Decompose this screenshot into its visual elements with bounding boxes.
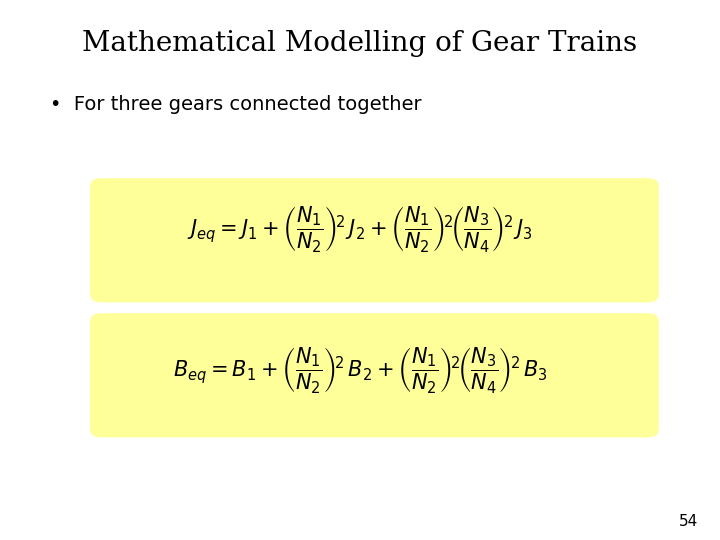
Text: $B_{eq} = B_1 + \left(\dfrac{N_1}{N_2}\right)^{\!2}\, B_2 + \left(\dfrac{N_1}{N_: $B_{eq} = B_1 + \left(\dfrac{N_1}{N_2}\r… <box>173 345 547 395</box>
FancyBboxPatch shape <box>90 313 659 437</box>
Text: Mathematical Modelling of Gear Trains: Mathematical Modelling of Gear Trains <box>82 30 638 57</box>
Text: $J_{eq} = J_1 + \left(\dfrac{N_1}{N_2}\right)^{\!2}\, J_2 + \left(\dfrac{N_1}{N_: $J_{eq} = J_1 + \left(\dfrac{N_1}{N_2}\r… <box>187 205 533 254</box>
Text: 54: 54 <box>679 514 698 529</box>
FancyBboxPatch shape <box>90 178 659 302</box>
Text: •  For three gears connected together: • For three gears connected together <box>50 94 422 113</box>
